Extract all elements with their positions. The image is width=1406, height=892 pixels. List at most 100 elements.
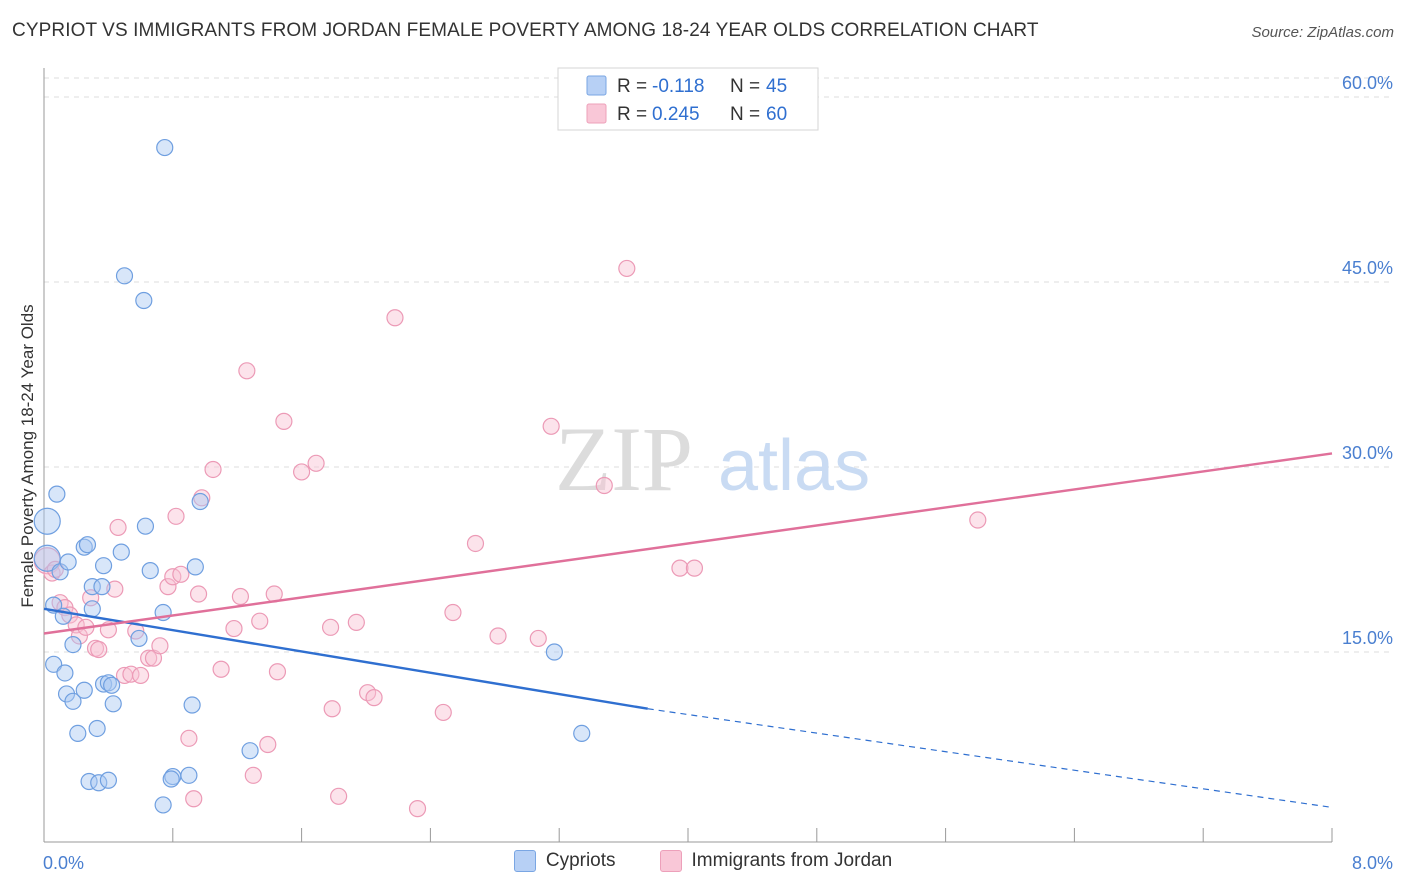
cypriots-point <box>64 635 82 654</box>
cypriots-point <box>545 643 563 661</box>
legend-r-value-jordan: 0.245 <box>652 104 700 125</box>
cypriots-point <box>64 692 82 710</box>
x-tick-label-min: 0.0% <box>43 853 84 873</box>
legend-top: R = -0.118 N = 45 R = 0.245 N = 60 <box>557 67 819 131</box>
jordan-point <box>90 640 108 659</box>
chart-title: CYPRIOT VS IMMIGRANTS FROM JORDAN FEMALE… <box>12 20 1039 41</box>
jordan-point <box>365 689 383 707</box>
jordan-point <box>140 649 158 667</box>
cypriots-point <box>180 766 198 784</box>
cypriots-point <box>83 600 101 618</box>
jordan-point <box>167 507 185 525</box>
legend-bottom-label-jordan: Immigrants from Jordan <box>691 850 893 871</box>
jordan-point <box>321 618 340 636</box>
cypriots-point <box>130 629 148 648</box>
legend-n-value-jordan: 60 <box>766 104 787 125</box>
jordan-point <box>618 259 636 278</box>
jordan-point <box>251 612 269 630</box>
jordan-point <box>109 518 127 537</box>
jordan-point <box>189 585 208 603</box>
cypriots-point <box>93 578 111 596</box>
jordan-point <box>268 663 287 681</box>
jordan-point <box>185 790 203 808</box>
cypriots-point <box>186 558 204 576</box>
jordan-point <box>529 629 547 648</box>
cypriots-point <box>136 517 155 535</box>
legend-bottom-swatch-jordan <box>659 850 682 872</box>
jordan-point <box>238 362 256 380</box>
legend-n-label-cypriots: N = <box>730 76 760 97</box>
cypriots-point <box>162 770 180 788</box>
cypriots-point <box>78 536 97 554</box>
cypriots-point <box>115 267 134 285</box>
jordan-point <box>307 454 325 472</box>
legend-item-cypriots[interactable]: Cypriots <box>513 850 616 872</box>
y-tick-label: 45.0% <box>1342 258 1393 278</box>
jordan-point <box>259 735 277 754</box>
jordan-point <box>347 613 365 632</box>
jordan-point <box>159 578 177 596</box>
cypriots-point <box>56 664 74 682</box>
jordan-point <box>132 666 150 685</box>
cypriots-point <box>75 681 93 699</box>
cypriots-point <box>83 578 101 596</box>
cypriots-point <box>69 724 87 743</box>
jordan-point <box>180 729 198 747</box>
jordan-point <box>106 580 124 598</box>
series-jordan-points <box>33 259 987 818</box>
jordan-point <box>225 619 243 638</box>
cypriots-point <box>94 557 113 575</box>
legend-swatch-cypriots <box>586 75 607 96</box>
legend-bottom-label-cypriots: Cypriots <box>545 850 616 871</box>
jordan-point <box>330 787 348 805</box>
jordan-point <box>685 559 704 577</box>
cypriots-point <box>156 138 174 157</box>
x-axis-ticks <box>43 828 1333 842</box>
cypriots-point <box>154 796 172 814</box>
legend-item-jordan[interactable]: Immigrants from Jordan <box>659 850 893 872</box>
cypriots-point <box>112 543 130 561</box>
cypriots-point <box>135 291 153 310</box>
cypriots-point <box>33 507 61 535</box>
jordan-point <box>466 534 485 553</box>
cypriots-point <box>45 655 63 673</box>
x-tick-label-max: 8.0% <box>1352 853 1393 873</box>
jordan-point <box>595 476 613 495</box>
y-axis-label: Female Poverty Among 18-24 Year Olds <box>18 304 37 607</box>
cypriots-point <box>191 492 209 511</box>
series-cypriots-points <box>33 138 591 814</box>
y-tick-label: 15.0% <box>1342 628 1393 648</box>
jordan-trend-line <box>43 452 1333 635</box>
cypriots-point <box>183 696 201 714</box>
cypriots-point <box>59 553 77 571</box>
jordan-point <box>151 637 169 655</box>
y-tick-label: 60.0% <box>1342 73 1393 93</box>
jordan-point <box>231 587 250 606</box>
jordan-point <box>293 463 311 481</box>
jordan-point <box>969 511 987 529</box>
jordan-point <box>46 560 64 578</box>
watermark-zip: ZIP <box>555 408 693 510</box>
cypriots-point <box>141 561 159 580</box>
y-tick-label: 30.0% <box>1342 443 1393 463</box>
legend-r-label-cypriots: R = <box>617 76 647 97</box>
legend-n-value-cypriots: 45 <box>766 76 787 97</box>
jordan-point <box>172 565 190 583</box>
jordan-point <box>408 800 427 818</box>
legend-swatch-jordan <box>586 103 607 124</box>
cypriots-point <box>99 674 118 692</box>
legend-n-label-jordan: N = <box>730 104 760 125</box>
trend-lines <box>43 452 1333 808</box>
cypriots-trend-line <box>43 607 648 710</box>
legend-r-value-cypriots: -0.118 <box>652 76 704 97</box>
cypriots-point <box>33 544 61 572</box>
jordan-point <box>444 603 462 622</box>
cypriots-point <box>241 742 259 760</box>
jordan-point <box>542 417 560 435</box>
cypriots-point <box>573 724 591 743</box>
legend-r-label-jordan: R = <box>617 104 647 125</box>
jordan-point <box>386 309 404 327</box>
jordan-point <box>204 460 222 479</box>
jordan-point <box>244 766 262 784</box>
